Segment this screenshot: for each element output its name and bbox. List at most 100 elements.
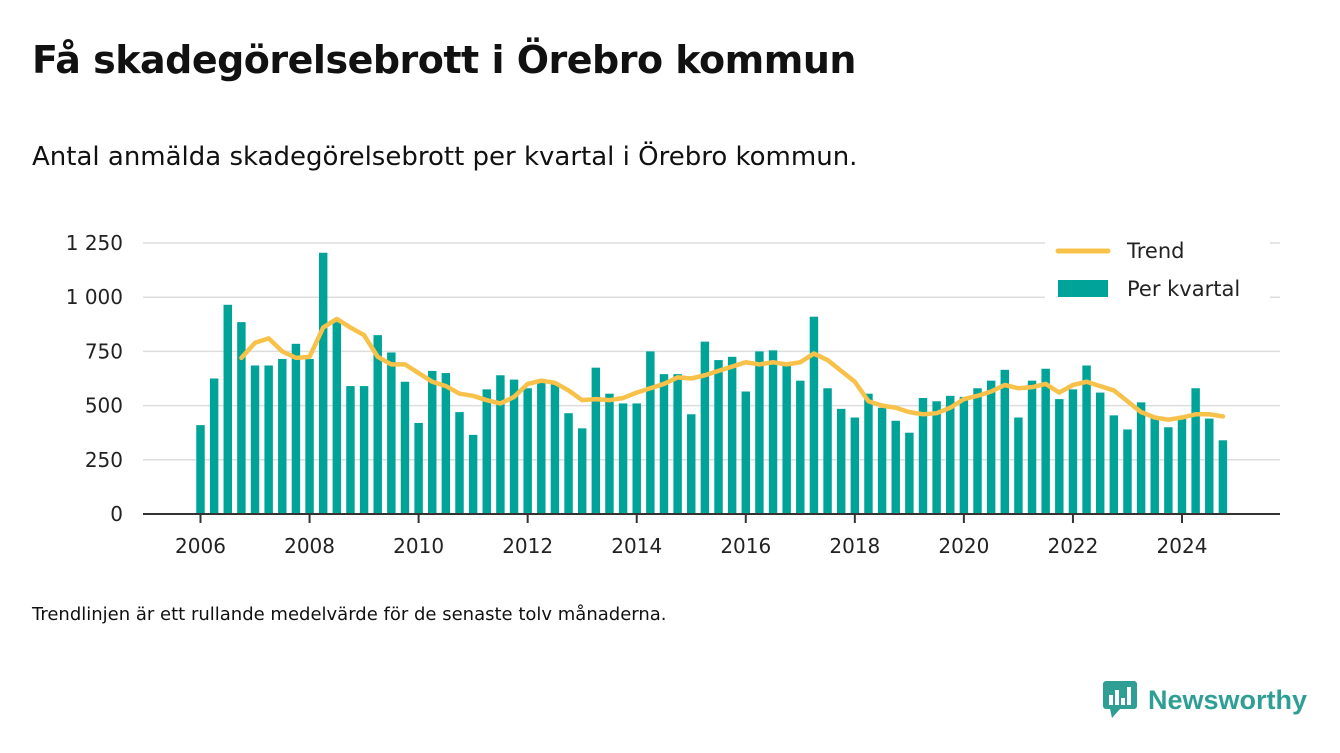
bar [441,373,451,514]
bar [237,322,246,514]
chart-svg: 0 250 500 750 1 000 1 250 2006 2008 2010 2012 2014… [66,231,1280,558]
x-tick-label: 2018 [829,534,880,558]
bar [1205,418,1214,514]
bar [1000,369,1010,514]
bar [905,432,914,514]
x-tick-label: 2024 [1157,534,1208,558]
bar [305,358,314,514]
bar [564,413,573,514]
legend: Trend Per kvartal [1045,232,1270,310]
bar [986,380,996,514]
bar [1055,399,1064,514]
bar [741,391,750,514]
bars-layer [196,252,1228,514]
x-tick-label: 2022 [1047,534,1098,558]
bar [223,304,232,514]
bar [687,414,696,514]
bar [1123,429,1132,514]
bar [768,350,778,514]
bar [482,389,491,514]
bar [673,374,682,514]
bar [455,412,464,514]
x-tick-label: 2020 [938,534,989,558]
bar [1027,380,1037,514]
x-tick-label: 2008 [284,534,335,558]
bar [700,341,710,514]
bar [196,425,205,514]
bar [264,365,273,514]
bar [1218,440,1228,514]
footnote: Trendlinjen är ett rullande medelvärde f… [32,604,667,625]
bar [1095,392,1105,514]
trend-line [239,316,1226,422]
bar [782,364,791,514]
bar [209,378,219,514]
bar [714,360,723,514]
bar [523,388,532,514]
bar [850,417,860,514]
bar [318,252,328,514]
bar [659,374,669,514]
legend-bar-label: Per kvartal [1127,277,1240,301]
y-tick-label: 750 [85,339,123,363]
bar [946,395,955,514]
brand-logo: Newsworthy [1102,680,1307,720]
bar [1150,416,1159,514]
y-tick-label: 1 000 [66,285,123,309]
bar [755,351,764,514]
bar [727,356,737,514]
y-tick-label: 1 250 [66,231,123,255]
bar [932,401,941,514]
bar [387,352,396,514]
x-tick-label: 2012 [502,534,553,558]
bar [359,386,369,514]
y-tick-label: 500 [85,394,123,418]
chart-subtitle: Antal anmälda skadegörelsebrott per kvar… [32,142,858,172]
bar [809,316,819,514]
bar [250,365,260,514]
bar [1082,365,1091,514]
bar [1136,402,1146,514]
bar [646,351,655,514]
bar [1109,415,1119,514]
bar [877,407,887,514]
bar [918,398,928,514]
bar [591,367,601,514]
bar [428,370,437,514]
brand-name: Newsworthy [1148,684,1308,715]
bar [632,403,641,514]
x-tick-label: 2006 [175,534,226,558]
bar [577,428,587,514]
bar [550,383,560,514]
bar [618,403,628,514]
bar [1041,368,1050,514]
bar [891,420,900,514]
bar [400,381,410,514]
bar [414,422,423,514]
bar [823,388,832,514]
axis-layer: 0 250 500 750 1 000 1 250 2006 2008 2010 2012 2014… [66,231,1280,558]
bar [346,386,355,514]
bar [373,335,382,514]
x-tick-label: 2010 [393,534,444,558]
bar [278,358,287,514]
bar [1068,389,1078,514]
bar [496,375,505,514]
bar [864,393,873,514]
legend-bar-swatch [1058,280,1108,297]
newsworthy-icon [1103,681,1137,718]
y-tick-label: 250 [85,448,123,472]
bar [291,343,301,514]
x-tick-label: 2016 [720,534,771,558]
bar [537,381,546,514]
bar [836,408,846,514]
bar [1191,388,1200,514]
bar [959,396,969,514]
trend-layer [239,316,1226,422]
bar [509,379,519,514]
bar [1164,427,1173,514]
legend-trend-label: Trend [1126,239,1184,263]
bar [973,388,982,514]
bar [468,434,478,514]
bar [1014,417,1023,514]
